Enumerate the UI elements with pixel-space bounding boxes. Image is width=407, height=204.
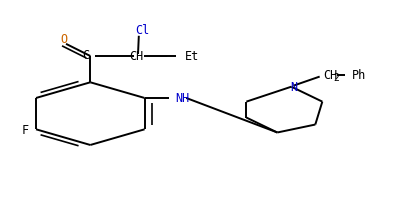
Text: Ph: Ph (352, 69, 366, 82)
Text: Cl: Cl (135, 24, 149, 37)
Text: O: O (60, 33, 68, 46)
Text: —: — (160, 50, 166, 63)
Text: CH: CH (130, 50, 144, 63)
Text: 2: 2 (334, 73, 340, 83)
Text: Et: Et (185, 50, 199, 63)
Text: NH: NH (176, 92, 190, 105)
Text: F: F (22, 123, 29, 136)
Text: N: N (290, 81, 297, 94)
Text: C: C (82, 49, 89, 62)
Text: CH: CH (324, 69, 338, 82)
